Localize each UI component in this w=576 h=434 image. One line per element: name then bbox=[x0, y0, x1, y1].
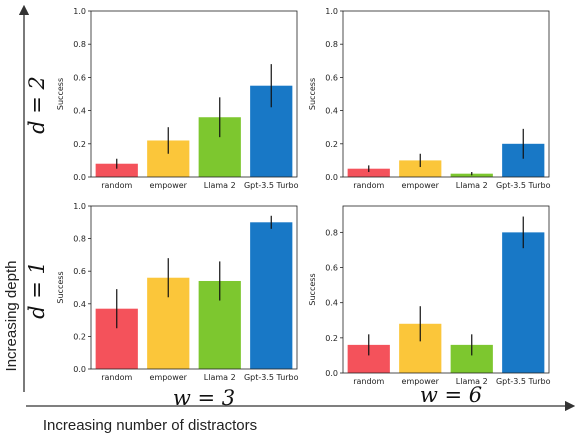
chart-panel-1: random empower Llama 2 Gpt-3.5 Turbo 0.0 0.2 0… bbox=[56, 7, 299, 190]
x-tick-label: empower bbox=[402, 377, 440, 386]
y-tick-label: 0.0 bbox=[73, 173, 86, 182]
plot-frame bbox=[90, 205, 298, 370]
y-axis-label-success: Success bbox=[308, 273, 317, 305]
y-tick-label: 0.4 bbox=[325, 299, 338, 308]
y-tick-label: 0.6 bbox=[73, 73, 86, 82]
x-tick-label: empower bbox=[402, 181, 440, 190]
y-tick-label: 0.2 bbox=[325, 140, 338, 149]
x-tick-label: empower bbox=[150, 373, 188, 382]
y-axis-label-success: Success bbox=[56, 271, 65, 303]
y-tick-label: 0.0 bbox=[325, 369, 338, 378]
y-tick-label: 1.0 bbox=[73, 202, 86, 211]
y-axis-label: Increasing depth bbox=[3, 261, 20, 372]
y-tick-label: 1.0 bbox=[73, 7, 86, 16]
plot-frame bbox=[342, 205, 550, 374]
y-tick-label: 0.6 bbox=[73, 267, 86, 276]
chart-panel-3: random empower Llama 2 Gpt-3.5 Turbo 0.0 0.2 0… bbox=[56, 202, 299, 382]
x-tick-label: random bbox=[101, 181, 132, 190]
x-tick-label: Llama 2 bbox=[456, 181, 488, 190]
y-tick-label: 0.2 bbox=[73, 332, 86, 341]
bar-gpt-3-5-turbo bbox=[250, 222, 293, 369]
row-label-d1: d = 1 bbox=[25, 261, 49, 319]
x-tick-label: Gpt-3.5 Turbo bbox=[244, 373, 299, 382]
y-tick-label: 0.0 bbox=[325, 173, 338, 182]
y-tick-label: 0.2 bbox=[325, 334, 338, 343]
col-label-w6: w = 6 bbox=[420, 383, 482, 407]
chart-panel-4: random empower Llama 2 Gpt-3.5 Turbo 0.0 0.2 0… bbox=[308, 205, 551, 386]
plot-frame bbox=[342, 10, 550, 178]
y-tick-label: 0.0 bbox=[73, 365, 86, 374]
x-tick-label: Gpt-3.5 Turbo bbox=[496, 181, 551, 190]
x-tick-label: Gpt-3.5 Turbo bbox=[496, 377, 551, 386]
x-tick-label: empower bbox=[150, 181, 188, 190]
bar-gpt-3-5-turbo bbox=[502, 232, 545, 373]
y-tick-label: 0.6 bbox=[325, 264, 338, 273]
y-tick-label: 0.4 bbox=[73, 107, 86, 116]
x-tick-label: Llama 2 bbox=[204, 181, 236, 190]
plot-frame bbox=[90, 10, 298, 178]
y-tick-label: 0.8 bbox=[325, 228, 338, 237]
x-tick-label: random bbox=[353, 377, 384, 386]
x-tick-label: Gpt-3.5 Turbo bbox=[244, 181, 299, 190]
y-tick-label: 1.0 bbox=[325, 7, 338, 16]
bar-random bbox=[95, 163, 138, 177]
y-axis-label-success: Success bbox=[308, 78, 317, 110]
y-tick-label: 0.4 bbox=[325, 107, 338, 116]
bar-empower bbox=[399, 160, 442, 177]
y-tick-label: 0.8 bbox=[73, 235, 86, 244]
x-tick-label: Llama 2 bbox=[204, 373, 236, 382]
col-label-w3: w = 3 bbox=[173, 386, 235, 410]
x-tick-label: Llama 2 bbox=[456, 377, 488, 386]
y-tick-label: 0.8 bbox=[325, 40, 338, 49]
y-axis-label-success: Success bbox=[56, 78, 65, 110]
x-axis-label: Increasing number of distractors bbox=[43, 417, 257, 434]
row-label-d2: d = 2 bbox=[25, 76, 49, 134]
x-tick-label: random bbox=[353, 181, 384, 190]
y-tick-label: 0.2 bbox=[73, 140, 86, 149]
chart-panel-2: random empower Llama 2 Gpt-3.5 Turbo 0.0 0.2 0… bbox=[308, 7, 551, 190]
y-tick-label: 0.8 bbox=[73, 40, 86, 49]
x-tick-label: random bbox=[101, 373, 132, 382]
bar-random bbox=[347, 168, 390, 177]
y-tick-label: 0.4 bbox=[73, 300, 86, 309]
y-tick-label: 0.6 bbox=[325, 73, 338, 82]
